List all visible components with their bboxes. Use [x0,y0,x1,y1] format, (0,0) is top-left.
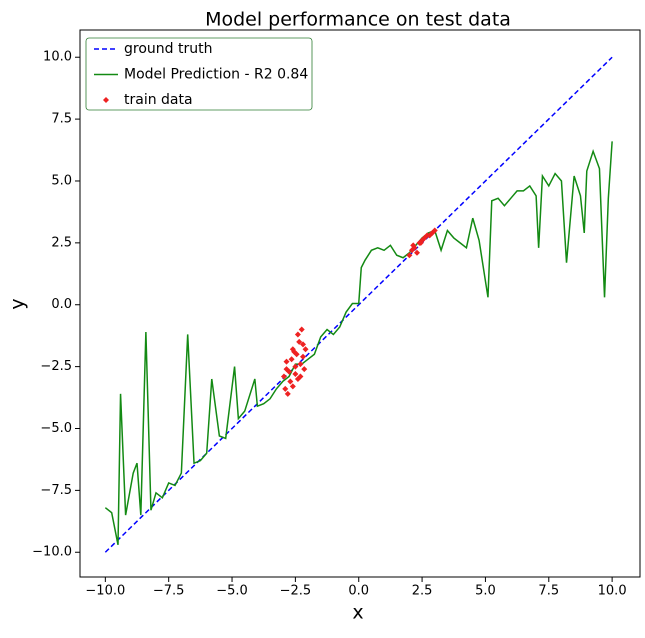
y-tick-label: 5.0 [51,173,72,188]
legend-label: ground truth [124,41,212,57]
data-point [292,371,299,378]
data-point [289,346,296,353]
data-point [301,366,308,373]
legend-box [85,37,313,111]
y-axis-label: y [7,298,29,309]
data-point [298,326,305,333]
data-point [292,363,299,370]
series-line [104,141,613,545]
series-line [104,56,613,553]
data-point [414,249,421,256]
x-tick-label: −2.5 [280,584,312,599]
x-tick-label: −10.0 [85,584,125,599]
data-point [299,341,306,348]
x-tick-label: 5.0 [475,584,496,599]
data-point [282,385,289,392]
plot-area [104,56,613,553]
data-point [284,390,291,397]
data-point [297,373,304,380]
data-point [283,358,290,365]
legend-label: train data [124,92,193,108]
y-tick-label: −7.5 [40,483,72,498]
x-tick-label: 10.0 [598,584,627,599]
plot-frame [79,29,641,578]
data-point [299,353,306,360]
y-tick-label: 10.0 [43,50,72,65]
data-point [406,252,413,259]
data-point [417,239,424,246]
data-point [410,242,417,249]
y-tick-label: −2.5 [40,359,72,374]
x-tick-label: 7.5 [538,584,559,599]
data-point [286,368,293,375]
x-tick-label: −7.5 [153,584,185,599]
data-point [288,356,295,363]
y-tick-label: 2.5 [51,235,72,250]
y-tick-label: −10.0 [32,545,72,560]
data-point [297,361,304,368]
data-point [289,383,296,390]
x-tick-label: 0.0 [348,584,369,599]
chart-title: Model performance on test data [205,9,511,31]
x-tick-label: −5.0 [216,584,248,599]
data-point [296,338,303,345]
x-tick-label: 2.5 [412,584,433,599]
x-axis-label: x [352,602,363,624]
y-tick-label: 7.5 [51,112,72,127]
data-point [431,227,438,234]
data-point [280,373,287,380]
data-point [302,346,309,353]
y-tick-label: 0.0 [51,297,72,312]
data-point [294,331,301,338]
legend-swatch [103,97,109,103]
legend-label: Model Prediction - R2 0.84 [124,67,308,83]
data-point [293,351,300,358]
y-tick-label: −5.0 [40,421,72,436]
data-point [287,378,294,385]
